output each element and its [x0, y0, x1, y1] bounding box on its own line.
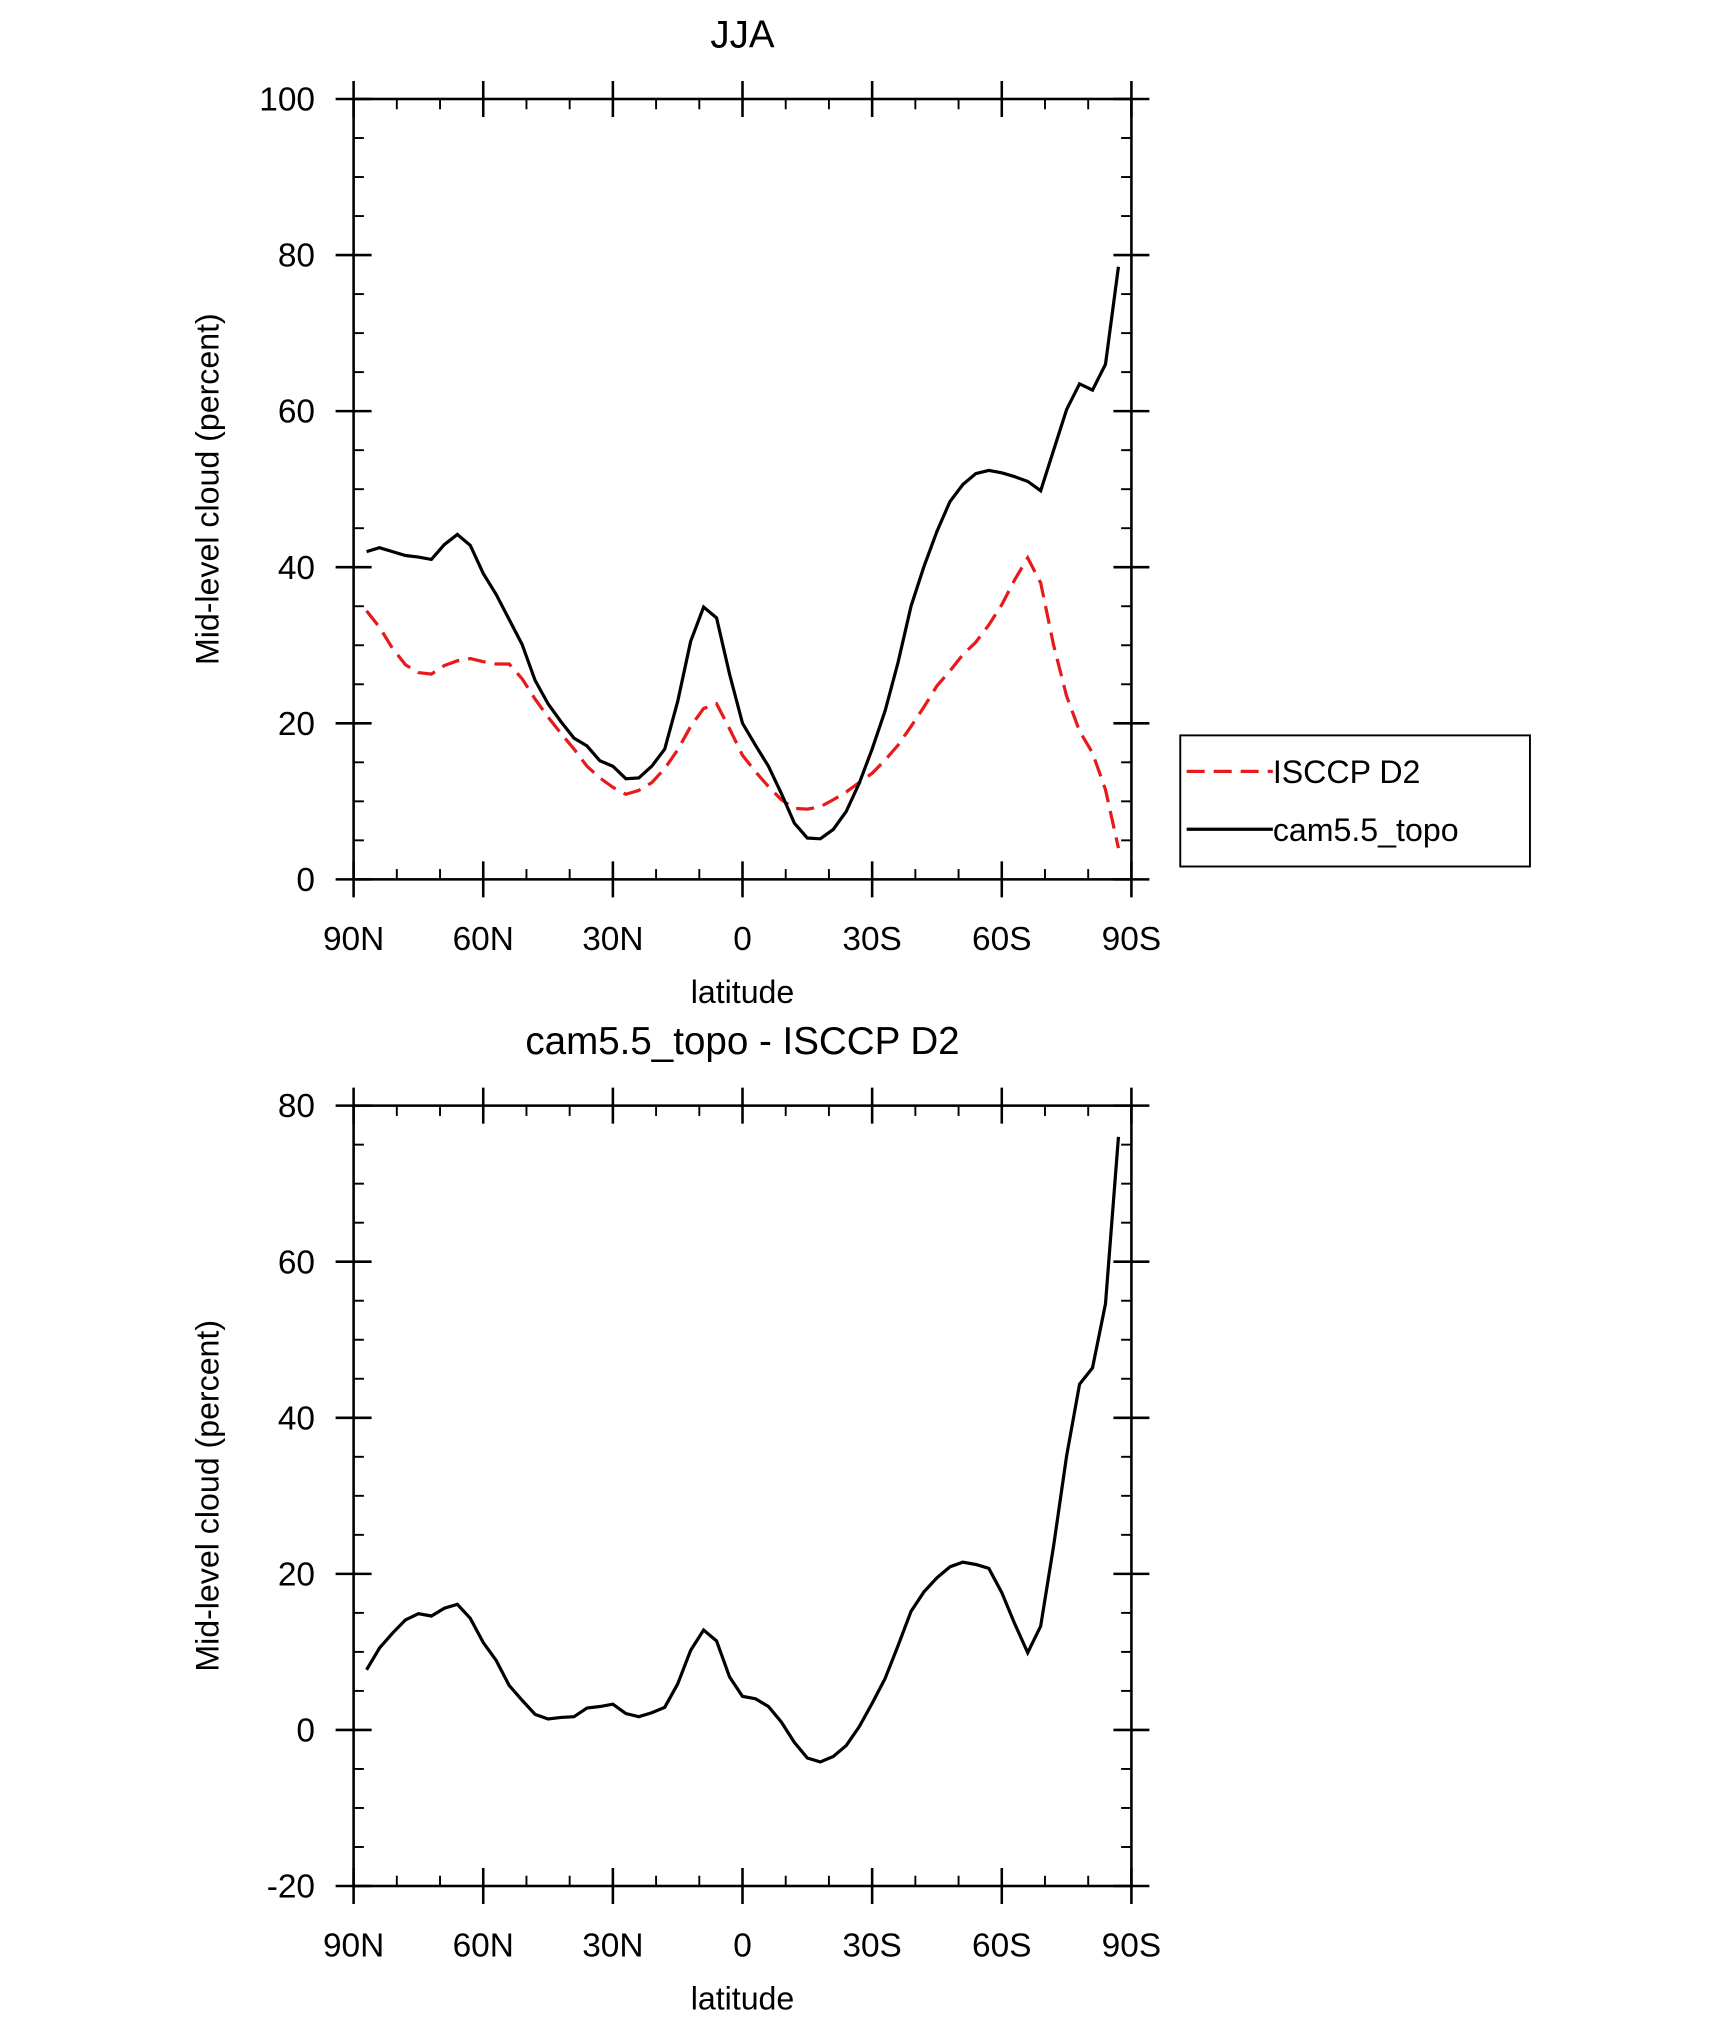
x-axis-label: latitude	[691, 1980, 795, 2016]
x-tick-label: 60S	[972, 1928, 1031, 1965]
chart-title: cam5.5_topo - ISCCP D2	[525, 1020, 959, 1063]
y-tick-label: 60	[278, 1244, 315, 1281]
plot: cam5.5_topo - ISCCP D2 latitude Mid-level …	[190, 1020, 1162, 2016]
plot-frame	[352, 97, 1133, 881]
x-tick-label: 60N	[453, 921, 514, 958]
x-tick-label: 0	[733, 1928, 752, 1965]
y-tick-label: 20	[278, 1556, 315, 1593]
y-tick-label: 80	[278, 1088, 315, 1125]
series-line	[366, 266, 1121, 841]
x-tick-label: 30N	[582, 921, 643, 958]
x-tick-label: 60S	[972, 921, 1031, 958]
y-tick-label: -20	[267, 1869, 315, 1906]
series-line	[365, 554, 1121, 849]
x-tick-label: 90S	[1102, 1928, 1161, 1965]
y-tick-label: 0	[296, 862, 315, 899]
y-tick-label: 60	[278, 394, 315, 431]
y-tick-label: 20	[278, 706, 315, 743]
x-tick-label: 60N	[453, 1928, 514, 1965]
legend: ISCCP D2 cam5.5_topo	[1179, 734, 1531, 868]
x-tick-label: 30S	[842, 1928, 901, 1965]
y-tick-label: 0	[296, 1713, 315, 1750]
chart-title: JJA	[710, 14, 775, 57]
y-tick-label: 80	[278, 238, 315, 275]
y-axis-label: Mid-level cloud (percent)	[190, 1320, 226, 1672]
legend-label: ISCCP D2	[1273, 754, 1421, 790]
series-line	[365, 1136, 1121, 1764]
x-tick-label: 0	[733, 921, 752, 958]
x-tick-label: 30N	[582, 1928, 643, 1965]
y-axis-label: Mid-level cloud (percent)	[190, 313, 226, 665]
x-tick-label: 90N	[323, 921, 384, 958]
plot-frame	[352, 1104, 1133, 1888]
plot: JJA latitude Mid-level cloud (percent) 0 20 4…	[190, 14, 1531, 1010]
y-tick-label: 100	[259, 82, 315, 119]
x-tick-label: 90S	[1102, 921, 1161, 958]
x-axis-label: latitude	[691, 974, 795, 1010]
x-tick-label: 90N	[323, 1928, 384, 1965]
x-tick-label: 30S	[842, 921, 901, 958]
legend-label: cam5.5_topo	[1273, 812, 1459, 848]
legend-box	[1179, 734, 1531, 868]
y-tick-label: 40	[278, 1400, 315, 1437]
y-tick-label: 40	[278, 550, 315, 587]
